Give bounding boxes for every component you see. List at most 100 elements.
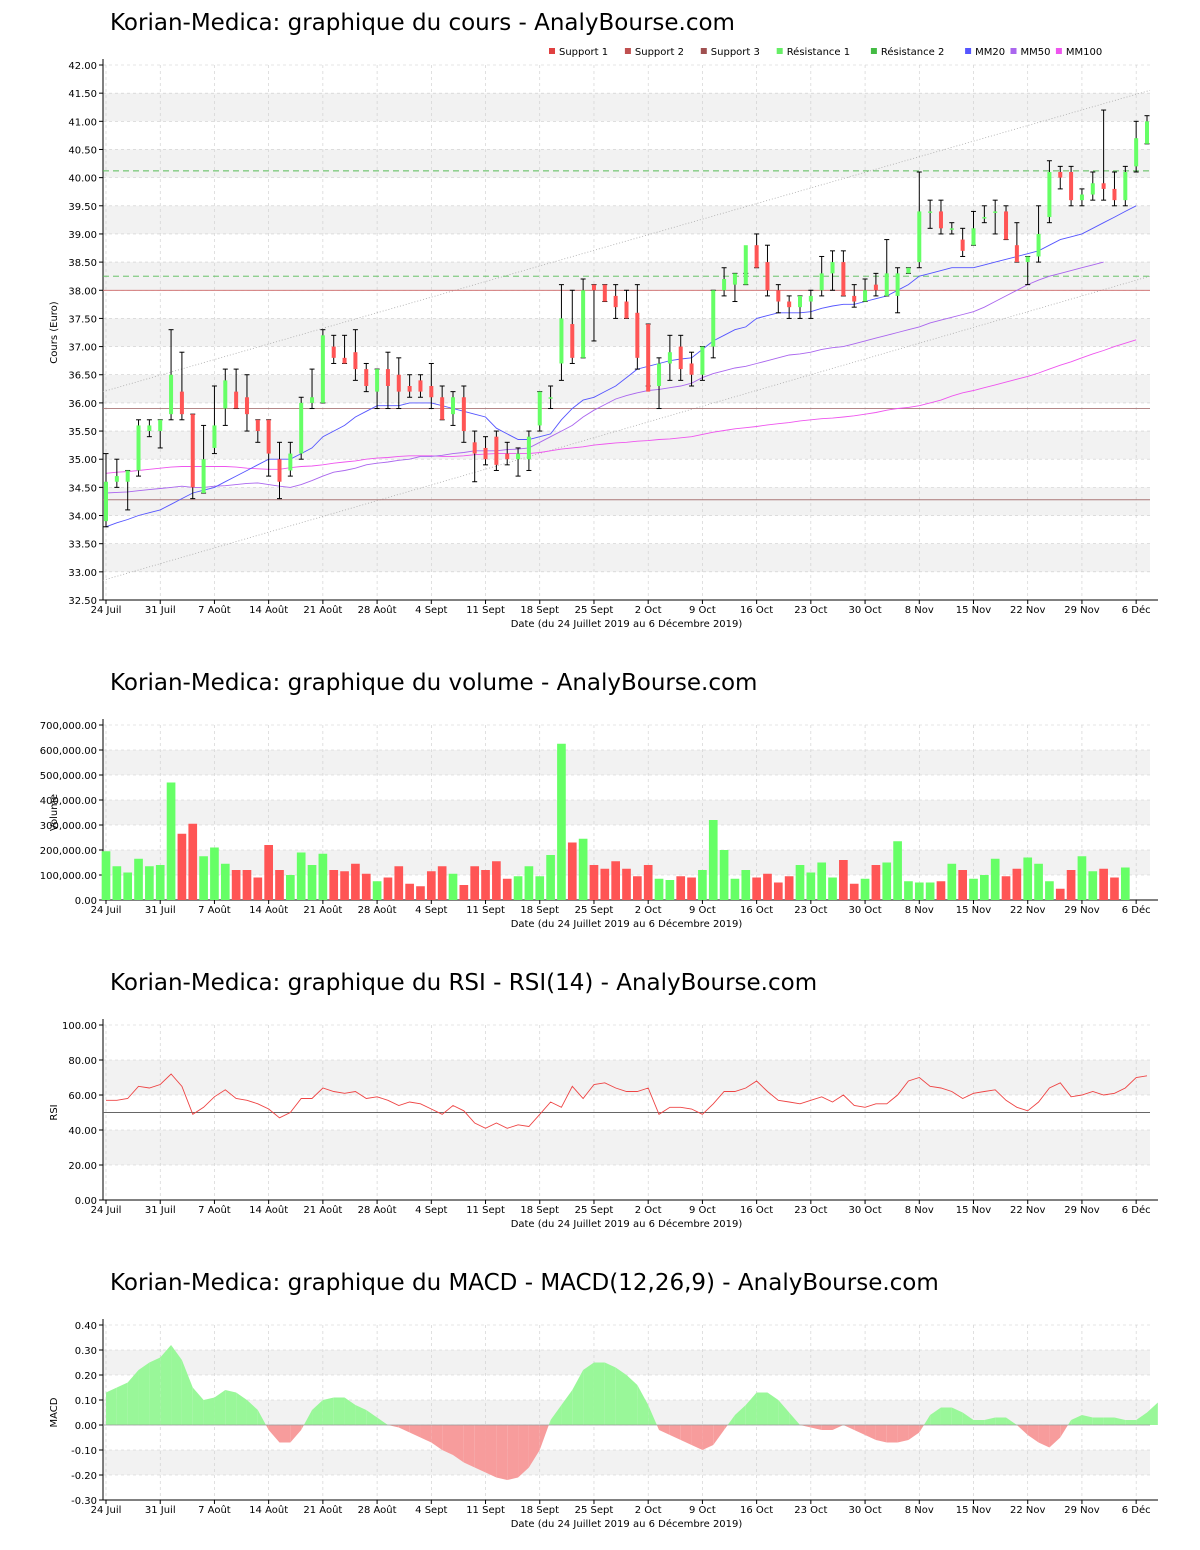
x-tick-label: 14 Août bbox=[249, 1204, 288, 1216]
macd-area-negative bbox=[875, 1425, 887, 1443]
x-tick-label: 28 Août bbox=[358, 1504, 397, 1516]
candle-body bbox=[342, 357, 347, 364]
candle-body bbox=[613, 295, 618, 308]
legend-swatch bbox=[870, 48, 877, 54]
macd-chart-title: Korian-Medica: graphique du MACD - MACD(… bbox=[110, 1270, 939, 1296]
candle-body bbox=[830, 262, 835, 274]
volume-bar bbox=[958, 870, 967, 900]
macd-area-positive bbox=[778, 1400, 790, 1425]
macd-area-positive bbox=[1092, 1417, 1104, 1425]
x-tick-label: 22 Nov bbox=[1010, 1205, 1046, 1216]
macd-area-positive bbox=[593, 1362, 605, 1425]
grid-band bbox=[103, 205, 1150, 234]
x-tick-label: 8 Nov bbox=[905, 605, 934, 616]
legend-label: Support 3 bbox=[711, 47, 760, 58]
volume-bar bbox=[155, 865, 165, 900]
volume-bar bbox=[199, 856, 208, 900]
candle-body bbox=[537, 391, 542, 426]
y-tick-label: 36.50 bbox=[68, 371, 97, 382]
candle-body bbox=[1025, 256, 1030, 263]
volume-bar bbox=[990, 858, 1000, 900]
candle-body bbox=[689, 363, 694, 375]
legend-swatch bbox=[549, 48, 555, 54]
x-tick-label: 30 Oct bbox=[848, 1505, 881, 1516]
candle-body bbox=[1036, 233, 1041, 257]
volume-bar bbox=[589, 865, 599, 900]
x-tick-label: 16 Oct bbox=[740, 1205, 773, 1216]
grid-band bbox=[103, 93, 1150, 122]
macd-area-negative bbox=[886, 1425, 898, 1443]
macd-area-positive bbox=[962, 1412, 974, 1425]
macd-area-negative bbox=[1060, 1425, 1068, 1438]
x-tick-label: 18 Sept bbox=[520, 1505, 559, 1516]
y-tick-label: 41.50 bbox=[68, 89, 97, 100]
macd-area-positive bbox=[214, 1390, 226, 1425]
volume-bar bbox=[839, 860, 848, 900]
candle-body bbox=[711, 290, 716, 347]
macd-area-positive bbox=[1081, 1415, 1093, 1425]
macd-area-negative bbox=[810, 1425, 822, 1430]
macd-area-positive bbox=[192, 1387, 204, 1425]
volume-bar bbox=[351, 863, 360, 900]
candle-body bbox=[190, 414, 195, 488]
x-tick-label: 25 Sept bbox=[575, 1205, 614, 1216]
y-tick-label: 600,000.00 bbox=[40, 746, 97, 757]
y-tick-label: 37.00 bbox=[68, 343, 97, 354]
x-tick-label: 15 Nov bbox=[956, 905, 992, 916]
candle-body bbox=[505, 453, 510, 460]
x-tick-label: 6 Déc bbox=[1122, 1504, 1151, 1516]
volume-bar bbox=[448, 873, 458, 900]
macd-area-positive bbox=[1006, 1417, 1017, 1425]
y-tick-label: 39.00 bbox=[68, 230, 97, 241]
x-tick-label: 21 Août bbox=[303, 1204, 342, 1216]
macd-area-positive bbox=[1147, 1402, 1158, 1425]
volume-bar bbox=[231, 870, 241, 900]
candle-body bbox=[602, 284, 607, 302]
x-tick-label: 22 Nov bbox=[1010, 1505, 1046, 1516]
candle-body bbox=[1058, 172, 1063, 178]
macd-area-positive bbox=[333, 1397, 345, 1425]
volume-bar bbox=[578, 838, 588, 900]
macd-area-negative bbox=[908, 1425, 920, 1440]
mm20-line bbox=[105, 205, 1137, 528]
macd-area-positive bbox=[734, 1405, 746, 1425]
candle-body bbox=[722, 279, 727, 291]
volume-bar bbox=[1120, 867, 1130, 900]
volume-bar bbox=[904, 881, 913, 900]
candle-body bbox=[288, 453, 293, 471]
candle-body bbox=[971, 228, 976, 246]
volume-bar bbox=[719, 850, 729, 900]
macd-area-positive bbox=[236, 1392, 247, 1425]
candle-body bbox=[472, 442, 477, 454]
volume-bar bbox=[253, 877, 263, 900]
y-tick-label: 39.50 bbox=[68, 202, 97, 213]
y-tick-label: 41.00 bbox=[68, 117, 97, 128]
x-tick-label: 6 Déc bbox=[1122, 1204, 1151, 1216]
macd-area-negative bbox=[843, 1425, 855, 1430]
x-tick-label: 7 Août bbox=[198, 904, 231, 916]
volume-bar bbox=[426, 871, 436, 900]
volume-bar bbox=[307, 865, 317, 900]
y-tick-label: -0.10 bbox=[71, 1446, 97, 1457]
candle-body bbox=[765, 262, 770, 291]
macd-area-positive bbox=[303, 1410, 313, 1425]
grid-band bbox=[103, 1450, 1150, 1475]
y-tick-label: 300,000.00 bbox=[40, 821, 97, 832]
candle-body bbox=[917, 211, 922, 263]
x-axis-label: Date (du 24 Juillet 2019 au 6 Décembre 2… bbox=[511, 1518, 743, 1530]
candle-body bbox=[461, 397, 466, 432]
volume-bar bbox=[860, 878, 870, 900]
y-tick-label: 40.00 bbox=[68, 1126, 97, 1137]
x-tick-label: 29 Nov bbox=[1064, 1505, 1100, 1516]
y-tick-label: 0.20 bbox=[75, 1371, 97, 1382]
volume-bar bbox=[1023, 857, 1033, 900]
candle-body bbox=[1079, 194, 1084, 201]
volume-bar bbox=[1066, 870, 1076, 900]
volume-bar bbox=[936, 881, 946, 900]
macd-area-positive bbox=[149, 1357, 161, 1425]
y-tick-label: 40.00 bbox=[68, 174, 97, 185]
volume-bar bbox=[1099, 868, 1108, 900]
volume-bar bbox=[708, 820, 718, 900]
macd-area-negative bbox=[919, 1425, 924, 1433]
candle-body bbox=[982, 217, 987, 219]
